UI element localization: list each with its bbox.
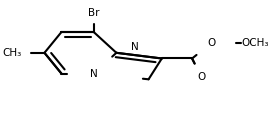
Text: Br: Br — [88, 8, 100, 18]
Text: N: N — [131, 42, 139, 52]
Text: OCH₃: OCH₃ — [241, 38, 269, 48]
Text: CH₃: CH₃ — [2, 48, 22, 58]
Text: O: O — [197, 72, 206, 82]
Text: O: O — [207, 38, 215, 48]
Text: N: N — [90, 69, 98, 79]
